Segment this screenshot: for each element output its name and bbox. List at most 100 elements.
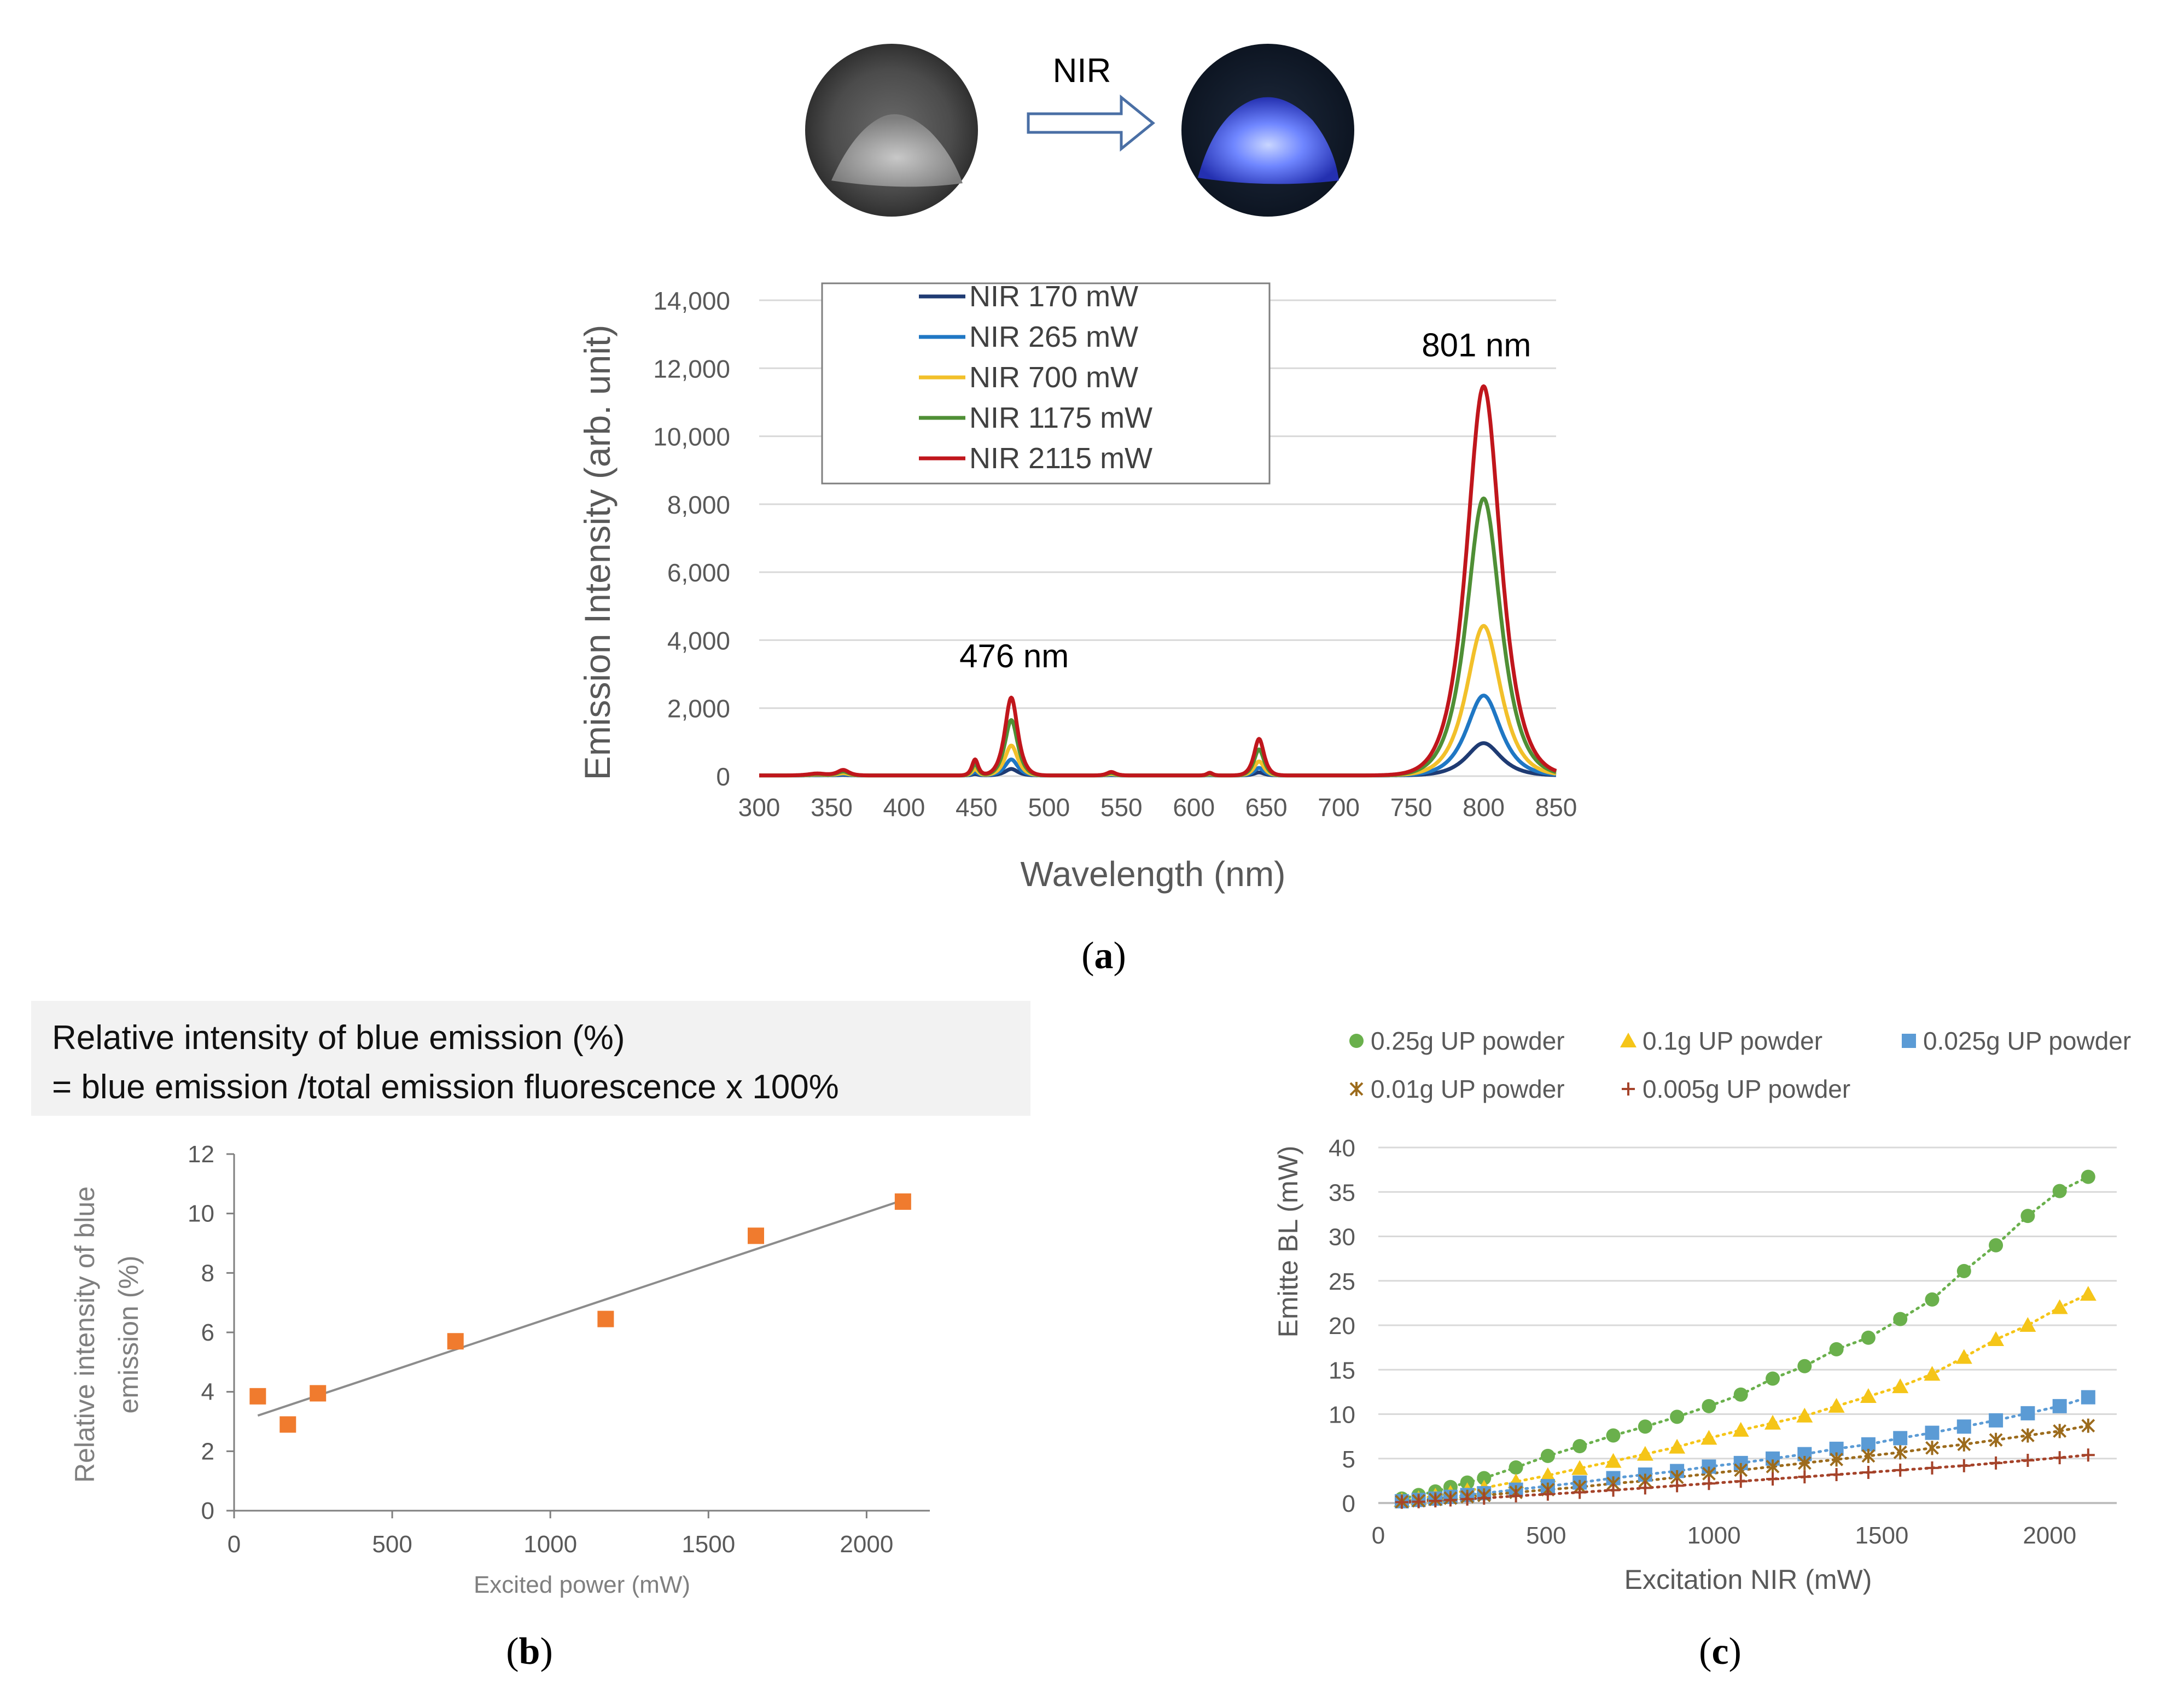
chart-c-data-point (1989, 1238, 2004, 1253)
chart-c-data-point (1830, 1452, 1844, 1467)
chart-c-data-point (1830, 1468, 1843, 1481)
chart-c-y-tick-label: 5 (1342, 1446, 1355, 1473)
chart-b-y-tick-label: 12 (188, 1141, 214, 1168)
chart-c-data-point (2053, 1451, 2066, 1465)
chart-c-data-point (2019, 1317, 2036, 1332)
chart-a-y-tick-label: 8,000 (667, 491, 730, 519)
powder-pile-before (831, 114, 963, 187)
chart-b-y-tick-label: 8 (201, 1260, 214, 1286)
chart-c-data-point (1620, 1033, 1636, 1047)
chart-a-y-tick-label: 0 (716, 762, 730, 791)
chart-a-series-line (758, 496, 1558, 778)
chart-c-data-point (1796, 1407, 1813, 1423)
chart-c-data-point (1860, 1388, 1877, 1403)
chart-b-y-tick-label: 4 (201, 1379, 214, 1406)
chart-c-data-point (1636, 1446, 1653, 1461)
chart-a-y-tick-label: 10,000 (653, 423, 730, 451)
chart-a-x-tick-label: 400 (883, 793, 925, 822)
chart-b-trendline (257, 1199, 904, 1417)
chart-c-data-point (1734, 1475, 1748, 1488)
chart-b: Relative intensity of blue emission (%) … (31, 1001, 1030, 1598)
chart-c-y-tick-label: 15 (1329, 1357, 1355, 1384)
chart-c-data-point (1732, 1422, 1749, 1437)
chart-c-data-point (1443, 1493, 1457, 1507)
chart-c-data-point (1861, 1465, 1875, 1479)
chart-a-legend-label: NIR 2115 mW (969, 442, 1152, 475)
chart-a-x-tick-label: 700 (1318, 793, 1360, 822)
chart-b-data-point (447, 1333, 464, 1350)
chart-c-data-point (1861, 1448, 1876, 1463)
chart-c-y-tick-label: 10 (1329, 1402, 1355, 1429)
powder-pile-after (1198, 97, 1339, 184)
chart-a-y-tick-label: 14,000 (653, 287, 730, 315)
chart-c-data-point (2020, 1406, 2035, 1420)
chart-a-x-tick-label: 550 (1100, 793, 1143, 822)
chart-c-data-point (1902, 1034, 1916, 1048)
chart-c-y-tick-label: 35 (1329, 1179, 1355, 1206)
chart-c-data-point (2081, 1169, 2095, 1184)
chart-c-data-point (1893, 1445, 1907, 1460)
chart-c-data-point (1573, 1439, 1587, 1453)
chart-c-data-point (2020, 1209, 2035, 1224)
chart-a-y-tick-label: 2,000 (667, 695, 730, 723)
chart-c-data-point (1700, 1430, 1717, 1445)
chart-c-data-point (1509, 1489, 1523, 1502)
arrow-right-icon (1027, 94, 1155, 152)
chart-c-data-point (1988, 1331, 2005, 1346)
chart-c-x-tick-label: 1000 (1687, 1522, 1741, 1549)
chart-c-data-point (1541, 1487, 1554, 1501)
chart-c-data-point (1797, 1359, 1812, 1373)
chart-c-data-point (1638, 1481, 1652, 1495)
arrow-label: NIR (1053, 52, 1111, 90)
chart-c-legend-label: 0.005g UP powder (1643, 1075, 1850, 1103)
chart-a-x-tick-label: 800 (1463, 793, 1505, 822)
chart-a-x-tick-label: 650 (1245, 793, 1288, 822)
chart-c-data-point (2052, 1399, 2067, 1413)
chart-c-data-point (1797, 1455, 1812, 1470)
chart-c-data-point (1925, 1425, 1940, 1440)
chart-b-x-tick-label: 0 (228, 1531, 241, 1558)
chart-c-legend-label: 0.25g UP powder (1371, 1027, 1565, 1055)
chart-c-data-point (1349, 1082, 1364, 1096)
chart-a-x-tick-label: 600 (1173, 793, 1215, 822)
chart-c-data-point (1477, 1471, 1492, 1486)
chart-c-y-tick-label: 40 (1329, 1135, 1355, 1162)
chart-c-data-point (1957, 1437, 1971, 1452)
chart-c-data-point (1606, 1483, 1620, 1497)
panel-label-a: (a) (1081, 935, 1126, 977)
chart-c-data-point (1605, 1453, 1622, 1468)
chart-b-data-point (597, 1310, 614, 1327)
chart-c-data-point (2081, 1448, 2095, 1462)
chart-b-formula-box (31, 1001, 1030, 1116)
chart-b-formula-line-2: = blue emission /total emission fluoresc… (52, 1068, 839, 1106)
chart-c-data-point (1540, 1448, 1555, 1463)
chart-b-y-axis-label-line-2: emission (%) (113, 1256, 144, 1414)
chart-c-data-point (1670, 1409, 1685, 1424)
chart-b-data-point (894, 1193, 911, 1210)
chart-b-formula-line-1: Relative intensity of blue emission (%) (52, 1019, 625, 1057)
chart-a-legend-label: NIR 265 mW (969, 321, 1138, 353)
chart-c: 0.25g UP powder 0.1g UP powder 0.025g UP p… (1273, 1027, 2131, 1595)
chart-c-data-point (1861, 1330, 1876, 1345)
chart-c-x-tick-label: 500 (1526, 1522, 1566, 1549)
chart-a-legend-label: NIR 700 mW (969, 361, 1138, 394)
chart-c-data-point (1638, 1419, 1652, 1434)
chart-a-series-line (758, 384, 1558, 778)
chart-c-y-tick-label: 20 (1329, 1313, 1355, 1339)
chart-c-data-point (2053, 1424, 2067, 1438)
chart-b-data-point (249, 1388, 266, 1405)
chart-c-x-tick-label: 1500 (1855, 1522, 1909, 1549)
chart-b-x-tick-label: 500 (372, 1531, 412, 1558)
chart-c-data-point (1892, 1378, 1909, 1394)
chart-a-legend-label: NIR 1175 mW (969, 401, 1152, 434)
chart-b-x-tick-label: 1500 (682, 1531, 735, 1558)
chart-c-legend-label: 0.1g UP powder (1643, 1027, 1822, 1055)
chart-c-data-point (2081, 1418, 2095, 1433)
chart-c-trendline (1400, 1396, 2090, 1503)
chart-c-y-tick-label: 0 (1342, 1490, 1355, 1517)
chart-b-x-tick-label: 1000 (523, 1531, 577, 1558)
chart-b-y-tick-label: 2 (201, 1438, 214, 1465)
chart-a-legend-box (821, 282, 1271, 485)
chart-c-data-point (2021, 1454, 2035, 1467)
